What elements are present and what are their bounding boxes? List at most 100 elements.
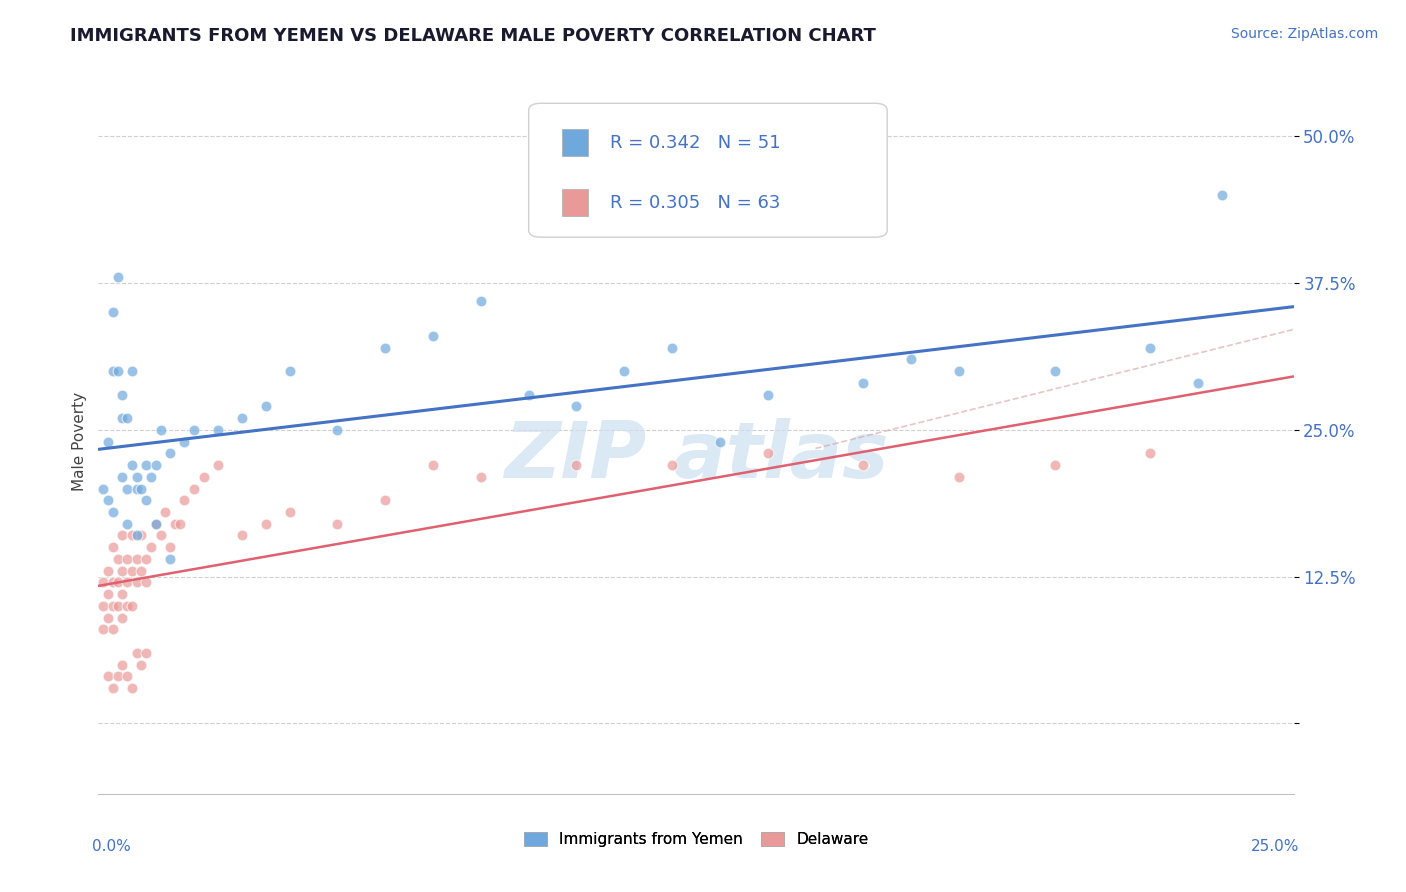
Point <box>145 516 167 531</box>
Point <box>1187 376 1209 390</box>
Point <box>111 469 134 483</box>
Point <box>159 552 181 566</box>
Legend: Immigrants from Yemen, Delaware: Immigrants from Yemen, Delaware <box>517 826 875 853</box>
Point <box>422 328 444 343</box>
Point <box>183 423 205 437</box>
Point <box>115 411 138 425</box>
Point <box>470 469 492 483</box>
Point <box>565 458 588 472</box>
Point <box>135 552 157 566</box>
Point <box>107 552 129 566</box>
Point <box>115 575 138 590</box>
Point <box>173 493 195 508</box>
Text: R = 0.305   N = 63: R = 0.305 N = 63 <box>610 194 780 211</box>
Point <box>107 364 129 378</box>
Point <box>111 528 134 542</box>
Point <box>254 399 277 413</box>
Point <box>1211 188 1233 202</box>
Point <box>121 364 143 378</box>
Point <box>661 341 683 355</box>
Point <box>125 469 148 483</box>
Point <box>97 564 120 578</box>
Point <box>131 482 153 496</box>
Text: 0.0%: 0.0% <box>93 839 131 855</box>
Point <box>1043 364 1066 378</box>
Point <box>107 270 129 285</box>
Point <box>97 669 120 683</box>
Point <box>207 423 229 437</box>
Point <box>91 482 114 496</box>
Point <box>948 364 970 378</box>
Point <box>163 516 186 531</box>
Point <box>111 657 134 672</box>
Point <box>91 599 114 613</box>
Point <box>101 575 124 590</box>
Point <box>756 387 779 401</box>
Point <box>125 552 148 566</box>
Point <box>131 528 153 542</box>
Point <box>756 446 779 460</box>
Point <box>135 575 157 590</box>
Point <box>1139 341 1161 355</box>
Point <box>661 458 683 472</box>
Point <box>97 493 120 508</box>
Point <box>107 669 129 683</box>
Point <box>111 611 134 625</box>
Point <box>125 646 148 660</box>
Point <box>125 528 148 542</box>
Point <box>101 681 124 696</box>
Point <box>121 564 143 578</box>
Point <box>155 505 177 519</box>
Point <box>326 423 349 437</box>
Point <box>278 364 301 378</box>
Point <box>101 541 124 555</box>
Point <box>422 458 444 472</box>
Point <box>159 541 181 555</box>
Point <box>115 482 138 496</box>
FancyBboxPatch shape <box>529 103 887 237</box>
Point <box>111 564 134 578</box>
Point <box>111 411 134 425</box>
Point <box>470 293 492 308</box>
Point <box>139 541 162 555</box>
Point <box>135 646 157 660</box>
Y-axis label: Male Poverty: Male Poverty <box>72 392 87 491</box>
Point <box>149 528 172 542</box>
Point <box>169 516 191 531</box>
Text: Source: ZipAtlas.com: Source: ZipAtlas.com <box>1230 27 1378 41</box>
FancyBboxPatch shape <box>562 129 589 156</box>
Point <box>173 434 195 449</box>
Point <box>159 446 181 460</box>
Point <box>207 458 229 472</box>
Point <box>517 387 540 401</box>
Point <box>101 364 124 378</box>
Point <box>183 482 205 496</box>
Point <box>852 458 875 472</box>
Point <box>613 364 636 378</box>
Point <box>1043 458 1066 472</box>
Point <box>131 657 153 672</box>
Text: 25.0%: 25.0% <box>1251 839 1299 855</box>
Point <box>135 458 157 472</box>
Point <box>97 587 120 601</box>
Point <box>135 493 157 508</box>
Point <box>948 469 970 483</box>
Point <box>231 411 253 425</box>
FancyBboxPatch shape <box>562 189 589 216</box>
Point <box>149 423 172 437</box>
Point <box>125 575 148 590</box>
Point <box>97 611 120 625</box>
Point <box>101 599 124 613</box>
Point <box>115 599 138 613</box>
Point <box>254 516 277 531</box>
Point <box>91 575 114 590</box>
Point <box>91 623 114 637</box>
Point <box>278 505 301 519</box>
Point <box>145 516 167 531</box>
Point <box>709 434 731 449</box>
Point <box>193 469 215 483</box>
Point <box>565 399 588 413</box>
Point <box>125 482 148 496</box>
Text: IMMIGRANTS FROM YEMEN VS DELAWARE MALE POVERTY CORRELATION CHART: IMMIGRANTS FROM YEMEN VS DELAWARE MALE P… <box>70 27 876 45</box>
Point <box>107 599 129 613</box>
